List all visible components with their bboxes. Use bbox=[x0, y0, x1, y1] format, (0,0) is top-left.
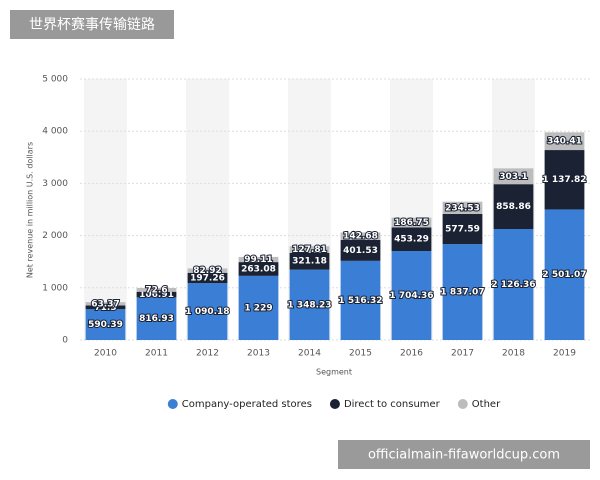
bar-segment bbox=[238, 256, 279, 263]
value-label: 303.1 bbox=[499, 172, 527, 182]
y-axis-label: Net revenue in million U.S. dollars bbox=[26, 142, 35, 278]
bar-segment bbox=[544, 150, 585, 210]
value-label: 63.37 bbox=[91, 299, 119, 309]
value-label: 82.92 bbox=[193, 266, 221, 276]
value-label: 263.08 bbox=[241, 264, 276, 274]
bar-segment bbox=[391, 251, 432, 340]
legend-marker bbox=[457, 399, 468, 409]
value-label: 106.91 bbox=[139, 290, 174, 300]
bar-segment bbox=[238, 275, 279, 340]
bar-segment bbox=[544, 209, 585, 340]
value-label: 1 516.32 bbox=[338, 296, 382, 306]
bar-segment bbox=[391, 227, 432, 252]
x-tick-label: 2018 bbox=[502, 349, 525, 359]
value-label: 816.93 bbox=[139, 314, 174, 324]
y-tick-label: 4 000 bbox=[42, 127, 68, 137]
value-label: 590.39 bbox=[88, 320, 123, 330]
value-label: 1 229 bbox=[244, 303, 272, 313]
bar-segment bbox=[340, 239, 381, 261]
bar-segment bbox=[493, 168, 534, 185]
x-tick-label: 2011 bbox=[145, 349, 168, 359]
watermark: officialmain-fifaworldcup.com bbox=[368, 448, 560, 463]
y-tick-label: 2 000 bbox=[42, 231, 68, 241]
value-label: 858.86 bbox=[496, 202, 531, 212]
watermark-box bbox=[338, 440, 590, 469]
bar-segment bbox=[544, 132, 585, 151]
bar-segment bbox=[340, 232, 381, 240]
y-tick-label: 5 000 bbox=[42, 75, 68, 85]
bar-segment bbox=[85, 302, 126, 306]
bar-segment bbox=[136, 291, 177, 298]
value-label: 186.75 bbox=[394, 218, 429, 228]
x-tick-label: 2017 bbox=[451, 349, 474, 359]
bar-segment bbox=[136, 297, 177, 340]
value-label: 1 090.18 bbox=[185, 307, 229, 317]
bar-segment bbox=[187, 283, 228, 340]
bar-segment bbox=[340, 260, 381, 340]
y-tick-label: 1 000 bbox=[42, 283, 68, 293]
bar-segment bbox=[391, 217, 432, 228]
bar-segment bbox=[187, 268, 228, 273]
bar-segment bbox=[442, 201, 483, 214]
bar-segment bbox=[85, 309, 126, 340]
value-label: 2 126.36 bbox=[491, 280, 535, 290]
bar-segment bbox=[493, 229, 534, 340]
y-tick-label: 3 000 bbox=[42, 179, 68, 189]
bar-segment bbox=[442, 244, 483, 340]
legend-label: Other bbox=[472, 399, 501, 410]
bar-segment bbox=[493, 184, 534, 230]
x-tick-label: 2012 bbox=[196, 349, 219, 359]
value-label: 1 348.23 bbox=[287, 300, 331, 310]
value-label: 72.6 bbox=[145, 285, 167, 295]
bar-segment bbox=[187, 272, 228, 284]
value-label: 127.81 bbox=[292, 245, 327, 255]
bar-segment bbox=[289, 252, 330, 270]
bar-segment bbox=[238, 262, 279, 276]
value-label: 340.41 bbox=[547, 137, 582, 147]
bar-segment bbox=[289, 246, 330, 253]
bar-segment bbox=[85, 305, 126, 310]
value-label: 142.68 bbox=[343, 232, 378, 242]
x-axis-label: Segment bbox=[316, 368, 352, 377]
x-tick-label: 2019 bbox=[553, 349, 576, 359]
x-tick-label: 2014 bbox=[298, 349, 321, 359]
legend-marker bbox=[167, 399, 178, 409]
x-tick-label: 2016 bbox=[400, 349, 423, 359]
value-label: 2 501.07 bbox=[542, 270, 586, 280]
bar-segment bbox=[136, 287, 177, 292]
legend-marker bbox=[329, 399, 340, 409]
value-label: 99.11 bbox=[244, 255, 272, 265]
x-tick-label: 2015 bbox=[349, 349, 372, 359]
value-label: 1 704.36 bbox=[389, 291, 433, 301]
bar-segment bbox=[442, 213, 483, 245]
header-box bbox=[10, 10, 174, 39]
header-title: 世界杯赛事传输链路 bbox=[29, 17, 155, 33]
x-tick-label: 2013 bbox=[247, 349, 270, 359]
value-label: 1 137.82 bbox=[542, 175, 586, 185]
x-tick-label: 2010 bbox=[94, 349, 117, 359]
value-label: 234.53 bbox=[445, 203, 480, 213]
legend-label: Direct to consumer bbox=[344, 399, 441, 410]
value-label: 197.26 bbox=[190, 273, 225, 283]
column-band bbox=[84, 79, 127, 340]
value-label: 401.53 bbox=[343, 246, 378, 256]
value-label: 577.59 bbox=[445, 225, 480, 235]
value-label: 453.29 bbox=[394, 235, 429, 245]
value-label: 321.18 bbox=[292, 257, 327, 267]
value-label: 1 837.07 bbox=[440, 288, 484, 298]
legend-label: Company-operated stores bbox=[182, 399, 312, 410]
y-tick-label: 0 bbox=[62, 336, 68, 346]
bar-segment bbox=[289, 269, 330, 340]
